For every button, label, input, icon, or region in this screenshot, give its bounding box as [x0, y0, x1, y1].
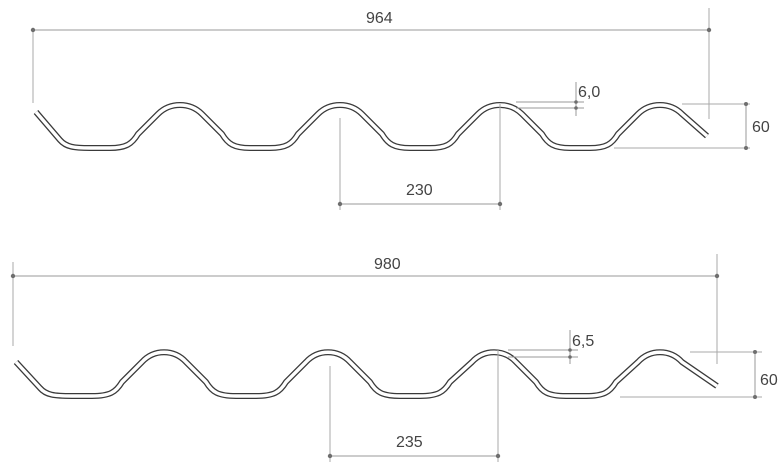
profile-top: 964 6,0 60 230: [30, 8, 770, 210]
overall-width-tick-right: [706, 27, 712, 33]
pitch-label: 230: [406, 182, 433, 199]
thickness-tick-bottom: [574, 106, 578, 110]
overall-width-tick-left: [30, 27, 36, 33]
overall-width-tick-right: [714, 273, 720, 279]
height-tick-bottom: [753, 395, 757, 399]
thickness-label: 6,0: [578, 84, 600, 101]
height-label: 60: [752, 119, 770, 136]
thickness-tick-top: [574, 100, 578, 104]
pitch-tick-right: [495, 453, 501, 459]
height-tick-top: [753, 350, 757, 354]
corrugated-sheet-profile-inner: [34, 103, 709, 150]
height-tick-top: [744, 102, 748, 106]
overall-width-label: 980: [374, 256, 401, 273]
thickness-label: 6,5: [572, 333, 594, 350]
pitch-tick-right: [497, 201, 503, 207]
pitch-tick-left: [337, 201, 343, 207]
thickness-tick-top: [568, 348, 572, 352]
corrugated-sheet-profile-inner: [14, 350, 718, 398]
height-label: 60: [760, 372, 778, 389]
overall-width-tick-left: [10, 273, 16, 279]
corrugated-sheet-profile: [33, 102, 709, 151]
pitch-label: 235: [396, 434, 423, 451]
pitch-tick-left: [327, 453, 333, 459]
thickness-tick-bottom: [568, 355, 572, 359]
overall-width-label: 964: [366, 10, 393, 27]
profile-bottom: 980 6,5 60 235: [10, 254, 778, 462]
height-tick-bottom: [744, 146, 748, 150]
